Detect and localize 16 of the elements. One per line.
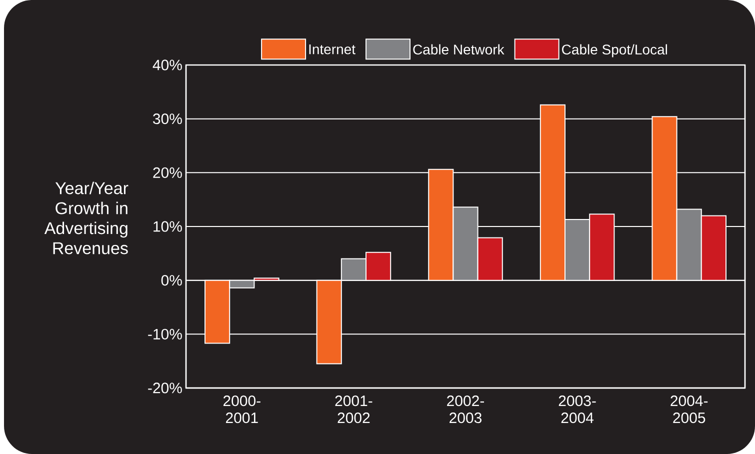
- x-tick-label: 2000-2001: [223, 396, 260, 424]
- legend-label: Internet: [309, 44, 356, 54]
- y-axis-title: Year/Year Growth in Advertising Revenues: [44, 182, 128, 254]
- x-tick-label: 2002-2003: [447, 396, 484, 424]
- y-tick-label: 0%: [161, 275, 182, 286]
- y-tick-label: 30%: [153, 114, 182, 124]
- y-tick-label: -10%: [148, 328, 182, 340]
- legend-label: Cable Network: [413, 44, 504, 55]
- y-tick-label: 20%: [153, 167, 182, 178]
- x-tick-label: 2004-2005: [670, 396, 708, 424]
- y-tick-label: 10%: [154, 221, 182, 232]
- y-tick-label: -20%: [148, 382, 182, 394]
- legend-label: Cable Spot/Local: [562, 44, 667, 58]
- x-tick-label: 2001-2002: [335, 396, 372, 424]
- x-tick-label: 2003-2004: [558, 396, 596, 424]
- y-tick-label: 40%: [152, 60, 182, 70]
